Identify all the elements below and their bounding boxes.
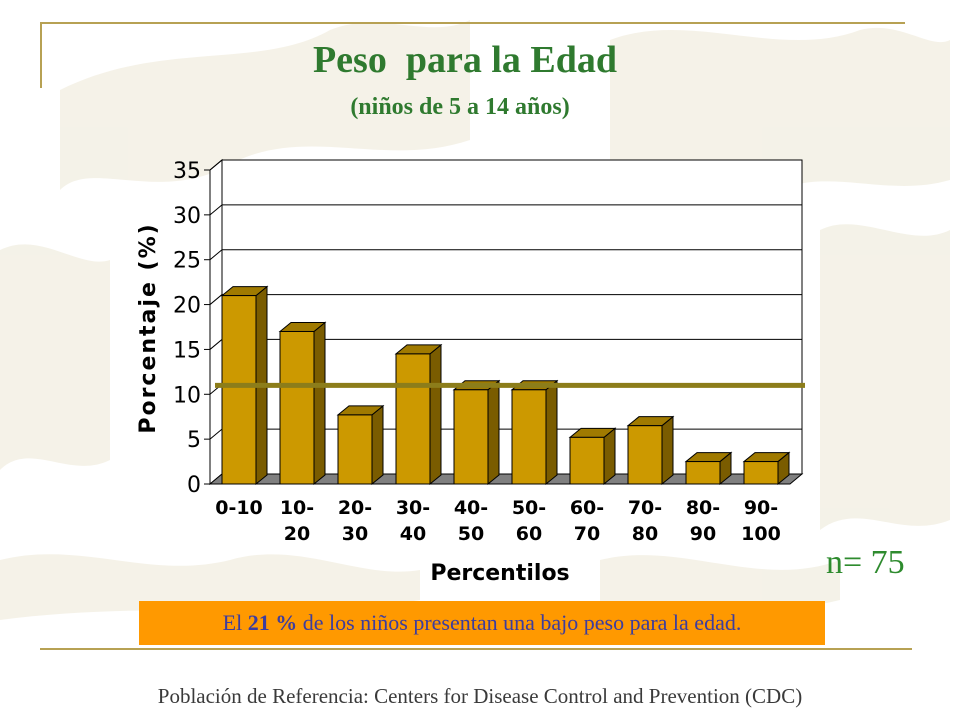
- bar-side: [313, 321, 326, 486]
- callout-suffix: de los niños presentan una bajo peso par…: [297, 610, 742, 635]
- y-tick-label: 20: [173, 294, 201, 319]
- frame-top-rule: [40, 22, 905, 24]
- plot-side-wall: [209, 158, 223, 486]
- x-tick-label: 20-: [338, 497, 372, 519]
- x-tick-label: 60-: [570, 497, 604, 519]
- bar: [685, 461, 721, 485]
- frame-left-rule: [40, 22, 42, 88]
- slide-subtitle: (niños de 5 a 14 años): [350, 94, 570, 120]
- bar: [453, 389, 489, 485]
- bar-side: [371, 404, 384, 486]
- slide-title: Peso para la Edad: [312, 39, 618, 81]
- x-tick-label: 90-: [744, 497, 778, 519]
- bar-side: [661, 415, 674, 486]
- gridline-side: [209, 428, 223, 440]
- x-tick-label: 20: [284, 523, 310, 545]
- y-axis-title: Porcentaje (%): [136, 222, 161, 433]
- bar: [569, 436, 605, 485]
- y-tick-label: 35: [173, 159, 201, 184]
- x-tick-label: 40: [400, 523, 426, 545]
- x-tick-label: 70-: [628, 497, 662, 519]
- bar: [395, 353, 431, 485]
- x-tick-label: 100: [741, 523, 781, 545]
- x-tick-label: 80-: [686, 497, 720, 519]
- bar: [221, 295, 257, 485]
- gridline-side: [209, 204, 223, 216]
- bar: [627, 425, 663, 485]
- sample-size-label: n= 75: [826, 544, 905, 581]
- bar-side: [545, 379, 558, 486]
- bar: [511, 389, 547, 485]
- x-tick-label: 0-10: [215, 497, 263, 519]
- x-tick-label: 30: [342, 523, 368, 545]
- x-axis-title: Percentilos: [430, 561, 569, 586]
- x-tick-label: 40-: [454, 497, 488, 519]
- gridline-side: [209, 249, 223, 261]
- bar-side: [603, 427, 616, 486]
- frame-bottom-rule: [40, 648, 912, 650]
- gridline-side: [209, 339, 223, 350]
- bar-side: [487, 379, 500, 486]
- callout-prefix: El: [222, 610, 248, 635]
- bar-chart: 0 5 10 15 20 25 30 35 0-10 10- 20 20- 30 30- 40 40- 50 50…: [136, 158, 805, 586]
- bar: [743, 461, 779, 485]
- x-tick-label: 10-: [280, 497, 314, 519]
- y-tick-label: 5: [187, 428, 201, 453]
- x-tick-label: 90: [690, 523, 716, 545]
- bar-side: [429, 343, 442, 486]
- gridline-side: [209, 294, 223, 305]
- gridline-side: [209, 159, 223, 171]
- x-tick-label: 30-: [396, 497, 430, 519]
- y-tick-label: 0: [187, 473, 201, 498]
- x-tick-label: 70: [574, 523, 600, 545]
- y-tick-label: 10: [173, 383, 201, 408]
- y-tick-label: 25: [173, 249, 201, 274]
- x-tick-label: 80: [632, 523, 658, 545]
- bar: [279, 330, 315, 485]
- bar: [337, 414, 373, 485]
- x-tick-label: 60: [516, 523, 542, 545]
- y-tick-label: 30: [173, 204, 201, 229]
- x-tick-label: 50: [458, 523, 484, 545]
- y-tick-label: 15: [173, 338, 201, 363]
- callout-highlight: 21 %: [247, 610, 298, 635]
- x-tick-label: 50-: [512, 497, 546, 519]
- callout-box: El 21 % de los niños presentan una bajo …: [139, 601, 825, 645]
- footer-reference: Población de Referencia: Centers for Dis…: [157, 684, 803, 708]
